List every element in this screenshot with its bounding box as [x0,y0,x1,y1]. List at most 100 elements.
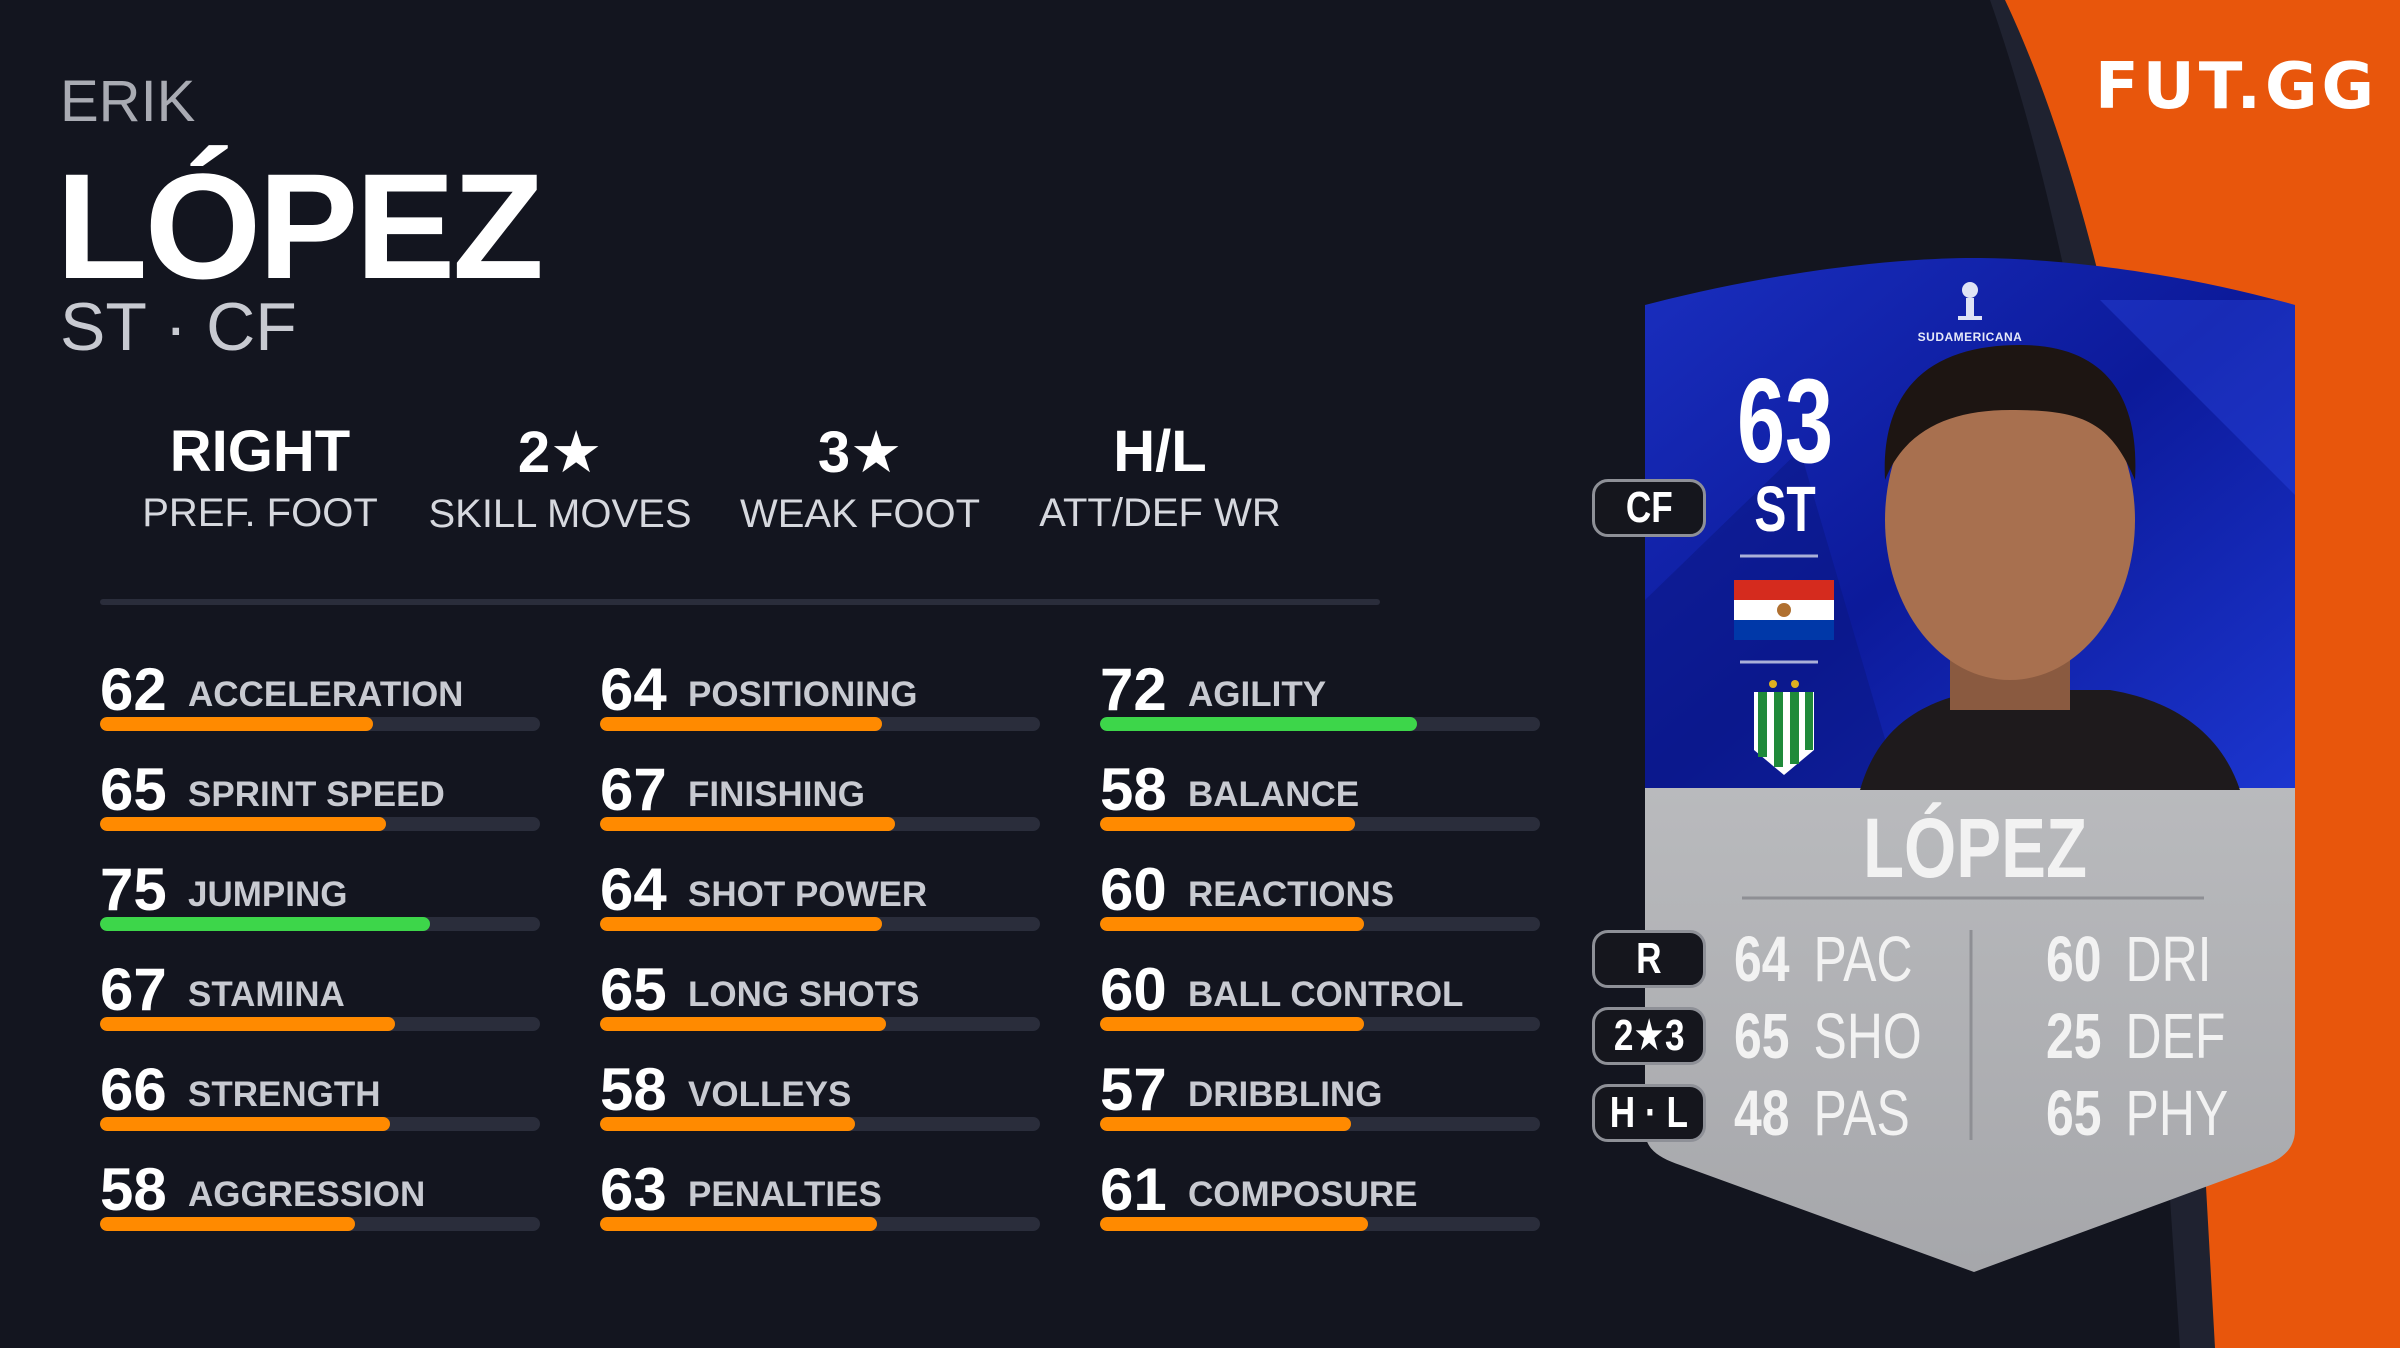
stat-reactions: 60 REACTIONS [1100,855,1540,945]
stat-bar-fill [100,817,386,831]
info-pref-foot: RIGHT PREF. FOOT [100,418,420,536]
stat-bar-fill [1100,717,1417,731]
stat-bar-fill [100,717,373,731]
foot-pill: R [1592,930,1706,988]
stat-positioning: 64 POSITIONING [600,655,1040,745]
stat-bar [600,817,1040,831]
stat-bar-fill [600,1117,856,1131]
stat-bar [600,1217,1040,1231]
stat-value: 58 [600,1056,667,1123]
stat-bar-fill [1100,1217,1369,1231]
stat-bar [1100,717,1540,731]
card-rating: 63 [1736,354,1834,488]
stat-bar [100,1117,540,1131]
stat-bar-fill [600,917,882,931]
stat-label: ACCELERATION [188,675,464,714]
info-value: H/L [1113,419,1207,484]
stat-bar [1100,1217,1540,1231]
info-value: RIGHT [169,419,351,484]
competition-trophy-icon [1958,282,1982,320]
stat-dribbling: 57 DRIBBLING [1100,1055,1540,1145]
paraguay-flag-icon [1734,580,1834,640]
stat-bar-fill [600,1217,878,1231]
stat-label: REACTIONS [1188,875,1395,914]
stat-composure: 61 COMPOSURE [1100,1155,1540,1245]
info-value: 3★ [817,420,903,485]
stat-value: 61 [1100,1156,1167,1223]
stat-bar [100,817,540,831]
pill-text: 2★3 [1613,1011,1685,1060]
workrate-pill: H · L [1592,1084,1706,1142]
card-position: ST [1754,473,1816,545]
stat-value: 66 [100,1056,167,1123]
stat-bar-fill [1100,1117,1351,1131]
player-photo [1860,345,2240,790]
stat-value: 65 [100,756,167,823]
stat-bar [600,717,1040,731]
stat-bar [1100,917,1540,931]
stat-label: DRIBBLING [1188,1075,1383,1114]
stat-value: 58 [1100,756,1167,823]
stat-bar-fill [600,817,895,831]
competition-name: SUDAMERICANA [1917,330,2023,344]
stat-bar [100,1217,540,1231]
info-weak-foot: 3★ WEAK FOOT [700,418,1020,537]
stat-bar [600,917,1040,931]
pill-text: R [1636,934,1662,983]
info-work-rates: H/L ATT/DEF WR [1000,418,1320,536]
info-label: SKILL MOVES [428,492,692,536]
card-stat-dri: 60 DRI [2046,923,2212,995]
stat-label: PENALTIES [688,1175,882,1214]
stat-value: 64 [600,656,667,723]
stat-label: AGILITY [1188,675,1327,714]
stat-value: 63 [600,1156,667,1223]
stat-bar [100,917,540,931]
info-label: PREF. FOOT [142,491,378,535]
stat-label: LONG SHOTS [688,975,920,1014]
stat-label: AGGRESSION [188,1175,426,1214]
stat-label: SPRINT SPEED [188,775,445,814]
section-divider [100,599,1380,605]
stat-label: VOLLEYS [688,1075,852,1114]
info-label: ATT/DEF WR [1039,491,1281,535]
stat-bar-fill [100,1217,356,1231]
card-stat-sho: 65 SHO [1734,1000,1922,1072]
stat-balance: 58 BALANCE [1100,755,1540,845]
stat-penalties: 63 PENALTIES [600,1155,1040,1245]
stat-long-shots: 65 LONG SHOTS [600,955,1040,1045]
stat-bar-fill [100,1017,395,1031]
stat-bar [600,1117,1040,1131]
stat-agility: 72 AGILITY [1100,655,1540,745]
pill-text: H · L [1609,1088,1689,1137]
stat-bar-fill [1100,1017,1364,1031]
stat-bar-fill [1100,917,1364,931]
stat-label: JUMPING [188,875,348,914]
stat-label: BALANCE [1188,775,1360,814]
stat-volleys: 58 VOLLEYS [600,1055,1040,1145]
stat-value: 60 [1100,956,1167,1023]
stat-bar [100,717,540,731]
card-name: LÓPEZ [1862,801,2087,895]
futgg-logo[interactable]: FUT.GG [2095,50,2378,124]
card-stat-pac: 64 PAC [1734,923,1913,995]
stat-label: SHOT POWER [688,875,928,914]
player-first-name: ERIK [60,69,196,134]
stat-value: 72 [1100,656,1167,723]
stat-label: BALL CONTROL [1188,975,1464,1014]
info-label: WEAK FOOT [740,492,980,536]
card-stat-def: 25 DEF [2046,1000,2226,1072]
stat-label: STRENGTH [188,1075,381,1114]
stat-value: 57 [1100,1056,1167,1123]
stat-bar [600,1017,1040,1031]
stat-bar [1100,1117,1540,1131]
stat-value: 60 [1100,856,1167,923]
stat-label: COMPOSURE [1188,1175,1418,1214]
stat-stamina: 67 STAMINA [100,955,540,1045]
stat-shot-power: 64 SHOT POWER [600,855,1040,945]
stat-label: POSITIONING [688,675,918,714]
info-value: 2★ [517,420,603,485]
stat-value: 62 [100,656,167,723]
stat-bar-fill [100,917,430,931]
stat-finishing: 67 FINISHING [600,755,1040,845]
